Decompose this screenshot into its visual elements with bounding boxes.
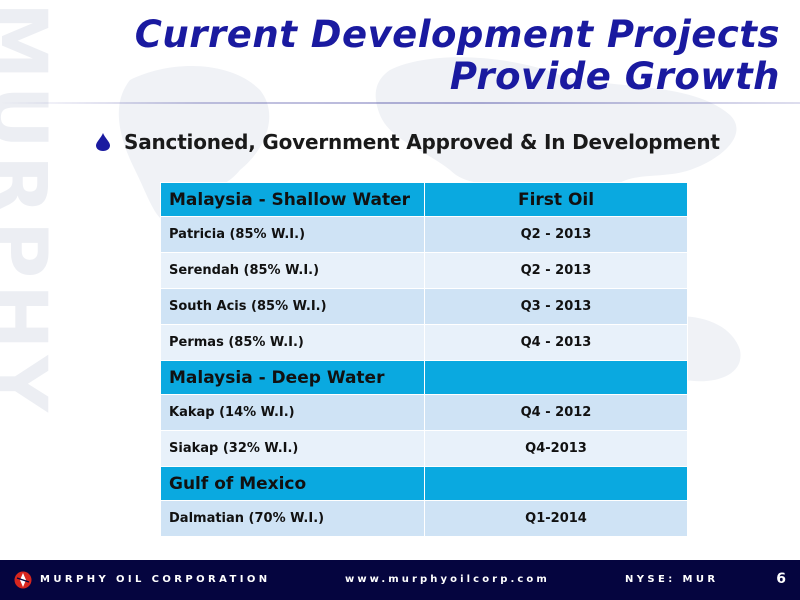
first-oil-date: Q4-2013 <box>424 430 688 467</box>
title-divider <box>0 102 800 104</box>
watermark-text: MURPHY <box>0 2 62 418</box>
project-name: Serendah (85% W.I.) <box>160 252 425 289</box>
project-name: Siakap (32% W.I.) <box>160 430 425 467</box>
first-oil-date: Q3 - 2013 <box>424 288 688 325</box>
project-name: South Acis (85% W.I.) <box>160 288 425 325</box>
project-name: Patricia (85% W.I.) <box>160 216 425 253</box>
section-title: Malaysia - Shallow Water <box>160 182 425 217</box>
project-name: Permas (85% W.I.) <box>160 324 425 361</box>
section-header-right <box>424 360 688 395</box>
projects-table: Malaysia - Shallow Water First Oil Patri… <box>160 182 688 537</box>
page-title: Current Development Projects Provide Gro… <box>135 14 780 98</box>
stock-ticker: NYSE: MUR <box>625 574 719 585</box>
bullet-point: Sanctioned, Government Approved & In Dev… <box>96 130 720 154</box>
first-oil-date: Q2 - 2013 <box>424 216 688 253</box>
project-name: Dalmatian (70% W.I.) <box>160 500 425 537</box>
oil-drop-icon <box>96 133 110 151</box>
table-row: Dalmatian (70% W.I.) Q1-2014 <box>160 500 688 537</box>
section-title: Gulf of Mexico <box>160 466 425 501</box>
section-header-right <box>424 466 688 501</box>
first-oil-date: Q4 - 2013 <box>424 324 688 361</box>
murphy-logo-icon <box>14 571 32 589</box>
table-row: Siakap (32% W.I.) Q4-2013 <box>160 430 688 467</box>
table-row: Patricia (85% W.I.) Q2 - 2013 <box>160 216 688 253</box>
company-name: MURPHY OIL CORPORATION <box>40 574 271 585</box>
table-row: South Acis (85% W.I.) Q3 - 2013 <box>160 288 688 325</box>
title-line-1: Current Development Projects <box>134 13 780 56</box>
page-number: 6 <box>776 571 786 587</box>
section-title: Malaysia - Deep Water <box>160 360 425 395</box>
project-name: Kakap (14% W.I.) <box>160 394 425 431</box>
first-oil-date: Q1-2014 <box>424 500 688 537</box>
first-oil-date: Q2 - 2013 <box>424 252 688 289</box>
table-row: Permas (85% W.I.) Q4 - 2013 <box>160 324 688 361</box>
first-oil-header: First Oil <box>424 182 688 217</box>
section-header-gulf-of-mexico: Gulf of Mexico <box>160 466 688 501</box>
title-line-2: Provide Growth <box>449 55 780 98</box>
watermark: MURPHY <box>0 0 72 560</box>
bullet-text: Sanctioned, Government Approved & In Dev… <box>124 130 720 154</box>
section-header-shallow-water: Malaysia - Shallow Water First Oil <box>160 182 688 217</box>
table-row: Kakap (14% W.I.) Q4 - 2012 <box>160 394 688 431</box>
first-oil-date: Q4 - 2012 <box>424 394 688 431</box>
footer-bar: MURPHY OIL CORPORATION www.murphyoilcorp… <box>0 560 800 600</box>
table-row: Serendah (85% W.I.) Q2 - 2013 <box>160 252 688 289</box>
section-header-deep-water: Malaysia - Deep Water <box>160 360 688 395</box>
website-url: www.murphyoilcorp.com <box>345 574 550 585</box>
